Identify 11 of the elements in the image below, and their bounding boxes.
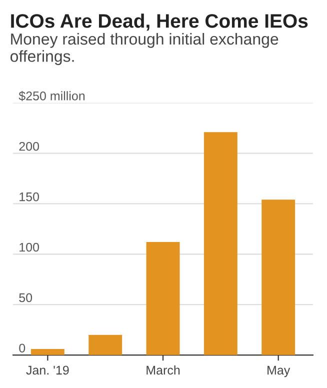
y-tick-label: 100 — [20, 242, 39, 252]
x-tick-label: March — [146, 365, 180, 375]
y-tick-label: 0 — [19, 344, 26, 353]
x-tick-label: May — [268, 366, 290, 378]
x-tick-label: Jan. '19 — [26, 366, 69, 375]
y-tick-label: 50 — [19, 293, 32, 302]
y-tick-label: $250 million — [18, 90, 85, 102]
y-tick-label: 200 — [19, 142, 39, 151]
chart-subtitle: Money raised through initial exchange offerings. — [10, 32, 278, 66]
chart-title: ICOs Are Dead, Here Come IEOs — [11, 14, 308, 31]
y-tick-label: 150 — [20, 192, 39, 202]
